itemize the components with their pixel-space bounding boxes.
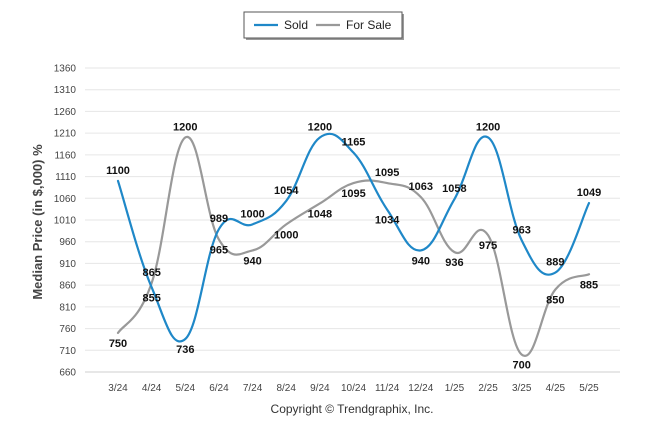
x-tick-label: 1/25 [445,383,465,394]
data-label-for-sale: 1095 [341,188,365,200]
data-label-sold: 1165 [342,137,366,149]
data-label-sold: 1100 [106,165,130,177]
data-label-for-sale: 1095 [375,167,399,179]
x-tick-label: 3/24 [108,383,128,394]
x-tick-label: 12/24 [408,383,433,394]
y-tick-label: 760 [59,324,76,335]
y-tick-label: 960 [59,237,76,248]
data-label-for-sale: 975 [479,240,497,252]
x-tick-label: 9/24 [310,383,330,394]
legend: Sold For Sale [243,11,404,40]
data-label-sold: 940 [412,255,430,267]
data-label-for-sale: 1063 [409,181,433,193]
data-label-for-sale: 936 [445,257,463,269]
x-tick-label: 5/24 [176,383,196,394]
y-tick-label: 1060 [54,194,77,205]
data-label-sold: 889 [546,257,564,269]
data-label-for-sale: 850 [546,294,564,306]
x-tick-label: 5/25 [579,383,599,394]
data-labels: 1100 750 855 865 736 1200 989 965 1000 940 1054 100… [106,121,601,371]
copyright-footer: Copyright © Trendgraphix, Inc. [271,402,434,416]
y-tick-label: 1260 [54,107,77,118]
data-label-for-sale: 865 [142,267,160,279]
legend-label-for-sale: For Sale [346,18,392,32]
y-tick-label: 660 [59,368,76,379]
data-label-sold: 989 [210,213,228,225]
x-tick-label: 4/24 [142,383,162,394]
x-tick-label: 3/25 [512,383,532,394]
y-tick-label: 710 [59,346,76,357]
y-tick-label: 1110 [55,172,76,183]
data-label-sold: 963 [513,224,531,236]
x-tick-label: 11/24 [375,383,400,394]
data-label-sold: 855 [142,292,160,304]
data-label-for-sale: 1000 [274,229,298,241]
data-label-sold: 1034 [375,215,400,227]
data-label-sold: 1000 [240,208,264,220]
data-label-sold: 736 [176,344,194,356]
y-tick-label: 1010 [54,216,77,227]
y-tick-label: 1160 [54,150,76,161]
y-tick-label: 1310 [54,85,77,96]
data-label-sold: 1200 [476,121,500,133]
grid [85,67,620,373]
y-tick-label: 910 [59,259,76,270]
x-axis-ticks: 3/24 4/24 5/24 6/24 7/24 8/24 9/24 10/24 11/24 12… [108,383,599,394]
data-label-for-sale: 750 [109,338,127,350]
series-line-for-sale [116,136,591,357]
y-tick-label: 810 [59,302,76,313]
data-label-sold: 1058 [442,183,466,195]
series-lines [116,132,591,357]
data-label-for-sale: 940 [243,255,261,267]
y-tick-label: 1360 [54,64,77,75]
x-tick-label: 10/24 [341,383,366,394]
data-label-sold: 1049 [577,187,601,199]
data-label-for-sale: 965 [210,245,228,257]
x-tick-label: 2/25 [478,383,498,394]
data-label-for-sale: 1048 [308,208,332,220]
y-tick-label: 1210 [54,129,77,140]
y-axis-ticks: 660 710 760 810 860 910 960 1010 1060 1110 1160 121… [54,64,77,379]
x-tick-label: 6/24 [209,383,229,394]
y-tick-label: 860 [59,281,76,292]
y-axis-label: Median Price (in $,000) % [30,144,45,300]
data-label-for-sale: 1200 [173,121,197,133]
data-label-for-sale: 885 [580,279,598,291]
x-tick-label: 8/24 [276,383,296,394]
x-tick-label: 7/24 [243,383,263,394]
x-tick-label: 4/25 [546,383,566,394]
data-label-sold: 1200 [308,121,332,133]
legend-label-sold: Sold [284,18,308,32]
data-label-for-sale: 700 [513,360,531,372]
series-line-sold [116,132,591,343]
data-label-sold: 1054 [274,185,299,197]
